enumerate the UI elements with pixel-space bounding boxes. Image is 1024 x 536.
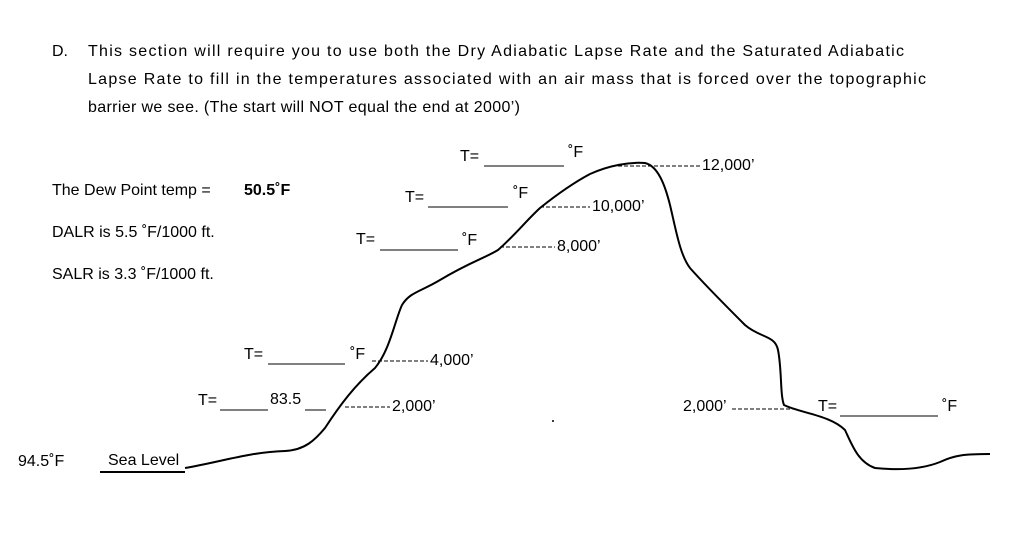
blank-unit: ˚F (942, 398, 957, 415)
blank-label: T= (244, 346, 263, 363)
dot (552, 420, 554, 422)
blank-value: 83.5 (270, 391, 301, 408)
blank-unit: ˚F (350, 346, 365, 363)
question-line: Lapse Rate to fill in the temperatures a… (88, 71, 926, 88)
blank-label: T= (405, 189, 424, 206)
elevation-label: 10,000’ (592, 198, 645, 215)
question-line: This section will require you to use bot… (88, 43, 904, 60)
salr: SALR is 3.3 ˚F/1000 ft. (52, 266, 214, 283)
sea-level-label: Sea Level (108, 452, 179, 469)
question-label: D. (52, 43, 68, 60)
dalr: DALR is 5.5 ˚F/1000 ft. (52, 224, 215, 241)
elevation-label: 2,000’ (683, 398, 727, 415)
blank-label: T= (198, 392, 217, 409)
dew-point-value: 50.5˚F (244, 182, 290, 199)
mountain-profile (184, 161, 991, 471)
elevation-label: 2,000’ (392, 398, 436, 415)
elevation-label: 4,000’ (430, 352, 474, 369)
elevation-label: 12,000’ (702, 157, 755, 174)
blank-label: T= (460, 148, 479, 165)
blank-unit: ˚F (513, 185, 528, 202)
dew-point-label: The Dew Point temp = (52, 182, 211, 199)
elevation-label: 8,000’ (557, 238, 601, 255)
question-line: barrier we see. (The start will NOT equa… (88, 99, 520, 116)
blank-unit: ˚F (568, 144, 583, 161)
blank-label: T= (356, 231, 375, 248)
blank-label: T= (818, 398, 837, 415)
blank-unit: ˚F (462, 232, 477, 249)
sea-level-temp: 94.5˚F (18, 453, 64, 470)
